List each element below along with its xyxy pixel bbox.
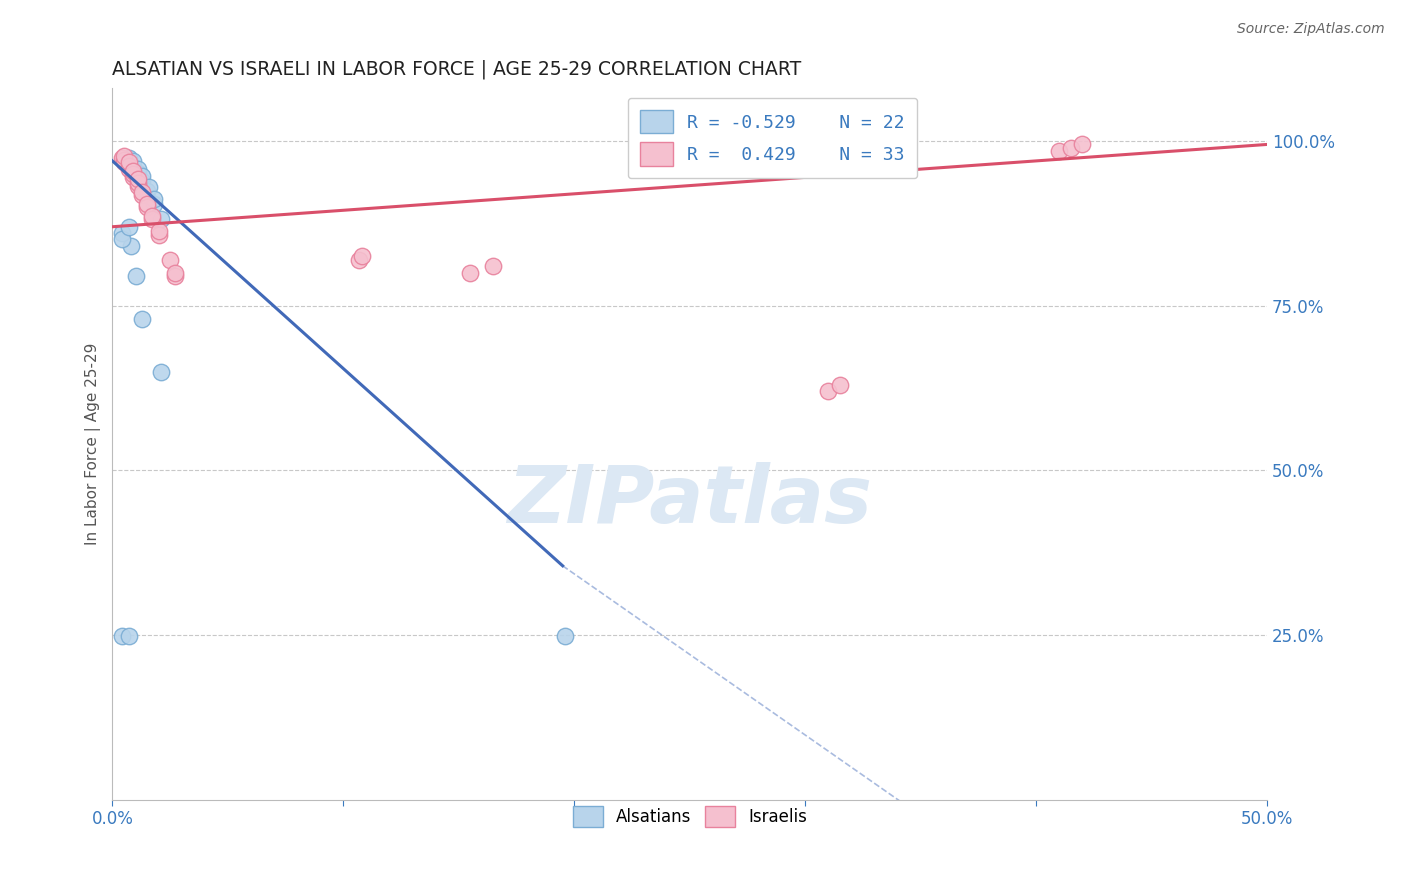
- Point: [138, 180, 160, 194]
- Point: [127, 172, 149, 186]
- Point: [122, 153, 145, 168]
- Point: [131, 169, 153, 183]
- Point: [136, 200, 159, 214]
- Point: [117, 161, 139, 176]
- Point: [127, 161, 149, 176]
- Point: [122, 163, 145, 178]
- Point: [117, 159, 139, 173]
- Point: [136, 196, 159, 211]
- Point: [112, 148, 135, 162]
- Point: [131, 312, 153, 326]
- Point: [817, 384, 839, 399]
- Point: [159, 252, 181, 267]
- Point: [148, 227, 170, 242]
- Point: [127, 176, 149, 190]
- Point: [122, 161, 145, 175]
- Text: ZIPatlas: ZIPatlas: [508, 462, 872, 540]
- Point: [127, 178, 149, 193]
- Point: [1047, 144, 1070, 158]
- Point: [112, 153, 135, 167]
- Point: [482, 259, 505, 273]
- Point: [111, 629, 134, 643]
- Y-axis label: In Labor Force | Age 25-29: In Labor Force | Age 25-29: [86, 343, 101, 545]
- Point: [124, 269, 146, 284]
- Point: [554, 629, 576, 643]
- Point: [141, 209, 163, 223]
- Point: [1059, 141, 1081, 155]
- Point: [828, 377, 851, 392]
- Point: [163, 266, 186, 280]
- Point: [111, 227, 134, 241]
- Point: [122, 167, 145, 181]
- Point: [112, 155, 135, 169]
- Text: ALSATIAN VS ISRAELI IN LABOR FORCE | AGE 25-29 CORRELATION CHART: ALSATIAN VS ISRAELI IN LABOR FORCE | AGE…: [112, 60, 801, 79]
- Point: [143, 192, 166, 206]
- Point: [131, 174, 153, 188]
- Point: [117, 629, 139, 643]
- Point: [149, 365, 172, 379]
- Point: [117, 155, 139, 169]
- Point: [141, 211, 163, 226]
- Point: [117, 219, 139, 234]
- Point: [127, 166, 149, 180]
- Point: [1071, 137, 1094, 152]
- Point: [143, 196, 166, 211]
- Point: [148, 224, 170, 238]
- Text: Source: ZipAtlas.com: Source: ZipAtlas.com: [1237, 22, 1385, 37]
- Point: [120, 239, 142, 253]
- Point: [458, 266, 481, 280]
- Point: [350, 249, 373, 263]
- Point: [131, 188, 153, 202]
- Point: [131, 185, 153, 199]
- Point: [111, 151, 134, 165]
- Point: [163, 269, 186, 284]
- Point: [117, 151, 139, 165]
- Point: [111, 231, 134, 245]
- Point: [149, 211, 172, 226]
- Point: [122, 170, 145, 185]
- Legend: Alsatians, Israelis: Alsatians, Israelis: [565, 799, 814, 834]
- Point: [349, 252, 371, 267]
- Point: [136, 184, 159, 198]
